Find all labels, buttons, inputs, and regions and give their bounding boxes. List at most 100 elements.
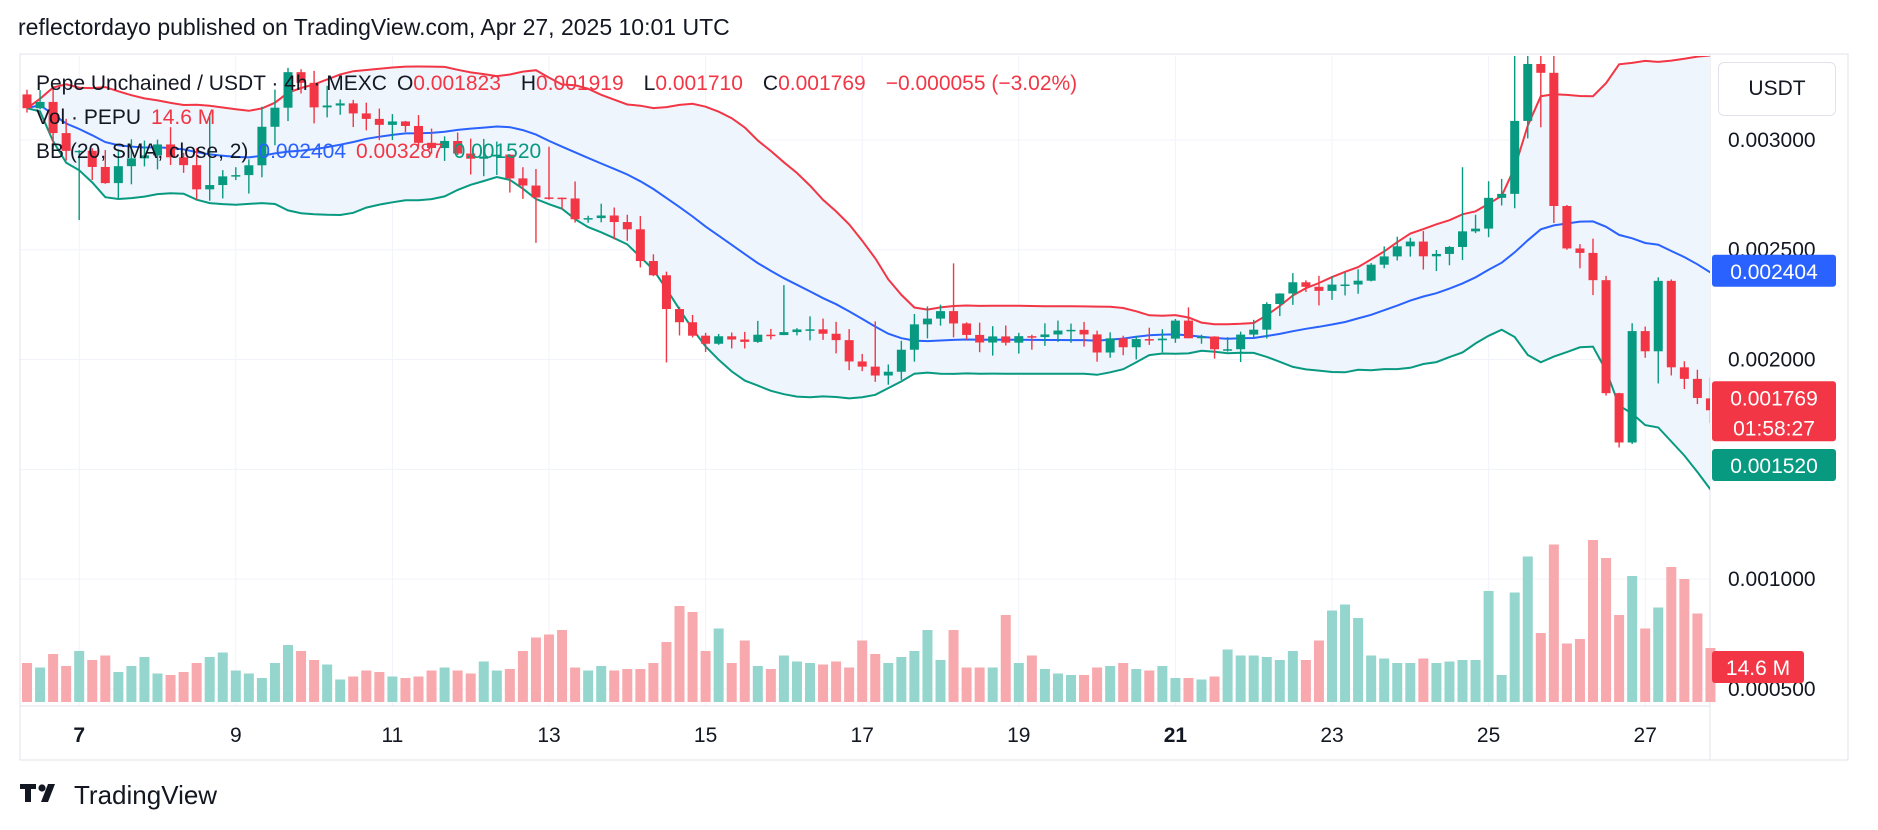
time-axis[interactable]: 7 9 11 13 15 17 19 21 23 25 27 xyxy=(73,724,1657,747)
volume-bar xyxy=(426,670,437,702)
volume-bar xyxy=(1470,660,1481,702)
bb-lower-badge xyxy=(1712,448,1836,481)
volume-bar xyxy=(922,630,933,702)
volume-bar xyxy=(296,651,307,702)
volume-bar xyxy=(1705,648,1716,702)
candle-body xyxy=(1040,334,1050,338)
volume-bar xyxy=(1313,640,1324,702)
legend-high: H0.001919 xyxy=(520,72,624,95)
legend-symbol[interactable]: Pepe Unchained / USDT · 4h · MEXC xyxy=(36,72,387,95)
candle-body xyxy=(492,154,502,157)
candle-body xyxy=(1549,72,1559,206)
volume-bar xyxy=(700,651,711,702)
volume-bar xyxy=(609,670,620,702)
volume-bar xyxy=(1052,673,1063,702)
candle-body xyxy=(374,118,384,125)
volume-bar xyxy=(1392,663,1403,702)
candle-body xyxy=(1431,253,1441,257)
candle-body xyxy=(609,215,619,223)
volume-bar xyxy=(1431,663,1442,702)
candle-body xyxy=(1340,284,1350,287)
candle-body xyxy=(1588,252,1598,281)
volume-bar xyxy=(1588,540,1598,702)
candle-body xyxy=(962,323,972,335)
candle-body xyxy=(1405,241,1415,247)
volume-bar xyxy=(1013,663,1024,702)
volume-bar xyxy=(204,657,215,702)
candle-body xyxy=(1379,256,1389,265)
volume-bar xyxy=(778,655,789,702)
volume-bar xyxy=(1300,660,1311,702)
volume-bar xyxy=(1340,604,1351,702)
candle-body xyxy=(1249,329,1259,335)
volume-bar xyxy=(1548,544,1559,702)
volume-bar xyxy=(465,673,476,702)
candle-body xyxy=(1692,378,1702,398)
candle-body xyxy=(779,332,789,336)
candle-body xyxy=(727,336,737,340)
volume-bar xyxy=(1444,661,1455,702)
candle-body xyxy=(635,229,645,262)
tradingview-footer: TradingView xyxy=(20,780,217,811)
last-price-badge-text: 0.001769 xyxy=(1730,387,1818,410)
candle-body xyxy=(518,178,528,186)
legend-bb-label[interactable]: BB (20, SMA, close, 2) xyxy=(36,140,249,163)
volume-bar xyxy=(1170,678,1181,702)
volume-bar xyxy=(452,670,463,702)
volume-bar xyxy=(935,660,946,702)
volume-bar xyxy=(674,606,685,702)
bb-basis-badge-text: 0.002404 xyxy=(1730,261,1818,284)
candle-body xyxy=(1066,329,1076,332)
candle-body xyxy=(949,311,959,324)
volume-bar xyxy=(1405,663,1416,702)
price-tick-label: 0.003000 xyxy=(1728,129,1816,152)
volume-bar xyxy=(1261,657,1272,702)
candlesticks[interactable] xyxy=(22,0,1715,448)
volume-bar xyxy=(1679,579,1690,702)
candle-body xyxy=(22,94,32,109)
volume-bar xyxy=(387,676,398,702)
volume-bar xyxy=(844,667,855,702)
candle-body xyxy=(583,218,593,220)
candle-body xyxy=(1640,331,1650,352)
volume-bar xyxy=(439,667,450,702)
legend-change: −0.000055 (−3.02%) xyxy=(885,72,1078,95)
volume-bar xyxy=(1496,675,1507,702)
candle-body xyxy=(113,166,123,184)
volume-bar xyxy=(1418,658,1429,702)
volume-bar xyxy=(1353,618,1364,702)
currency-selector[interactable]: USDT xyxy=(1718,62,1836,116)
candle-body xyxy=(453,140,463,154)
candle-body xyxy=(1118,338,1128,348)
volume-bar xyxy=(113,672,124,702)
candle-body xyxy=(688,322,698,336)
candle-body xyxy=(1705,398,1710,411)
legend-volume-label[interactable]: Vol · PEPU xyxy=(36,106,142,129)
price-tick-label: 0.001000 xyxy=(1728,568,1816,591)
candle-body xyxy=(857,361,867,367)
bb-band-fill xyxy=(27,56,1710,489)
volume-bar xyxy=(1614,615,1625,702)
volume-bar xyxy=(596,666,607,702)
time-tick-label: 27 xyxy=(1634,724,1657,747)
volume-bar xyxy=(491,670,502,702)
volume-bar xyxy=(1483,591,1494,702)
volume-bar xyxy=(74,651,85,702)
candle-body xyxy=(1353,280,1363,285)
candle-body xyxy=(557,197,567,200)
candle-body xyxy=(792,329,802,333)
volume-bar xyxy=(896,657,907,702)
candle-body xyxy=(414,125,423,143)
volume-bar xyxy=(1366,655,1377,702)
volume-bar xyxy=(544,634,554,702)
volume-bar xyxy=(791,661,802,702)
tradingview-brand: TradingView xyxy=(74,780,218,810)
candle-body xyxy=(205,185,215,190)
volume-bar xyxy=(1627,576,1638,702)
candle-body xyxy=(988,336,998,343)
candle-body xyxy=(1627,331,1637,443)
volume-bar xyxy=(1079,675,1090,702)
volume-bar xyxy=(269,663,280,702)
